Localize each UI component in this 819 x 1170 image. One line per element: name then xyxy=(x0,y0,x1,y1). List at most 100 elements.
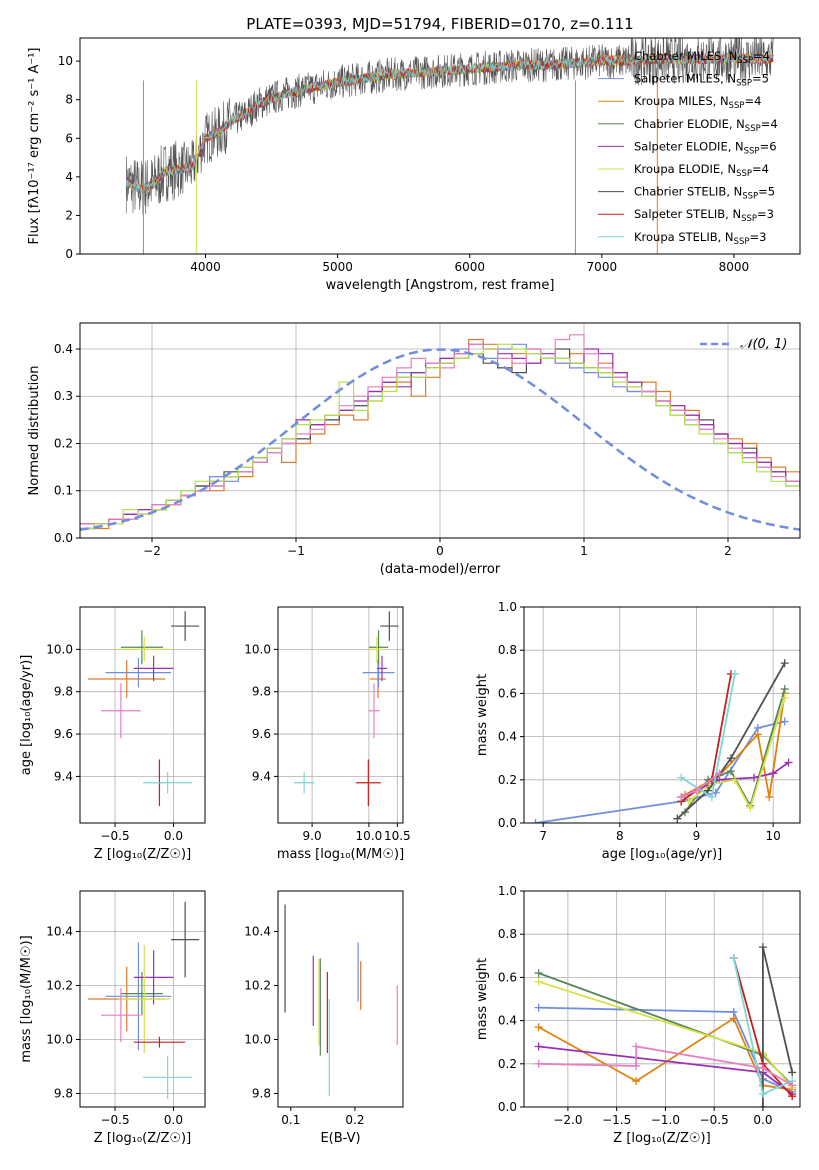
weight-marker xyxy=(780,717,789,726)
x-axis-label: Z [log₁₀(Z/Z☉)] xyxy=(94,847,191,862)
weight-marker xyxy=(769,769,778,778)
legend-subscript: SSP xyxy=(745,124,761,134)
y-tick-label: 10 xyxy=(58,54,73,68)
x-tick-label: −0.5 xyxy=(100,1113,129,1127)
plot-area xyxy=(125,38,774,254)
weight-marker xyxy=(632,1077,641,1086)
weight-marker xyxy=(715,769,724,778)
chart-age-vs-Z: −0.5 0.0 9.4 9.6 9.8 10.0 Z [log₁₀(Z/Z☉)] age [… xyxy=(19,606,206,862)
legend-subscript: SSP xyxy=(737,56,753,66)
y-tick-label: 6 xyxy=(65,131,73,145)
y-tick-label: 10.2 xyxy=(244,979,271,993)
x-tick-label: −0.5 xyxy=(100,829,129,843)
axes-frame xyxy=(79,37,801,255)
axes-frame xyxy=(79,606,206,824)
x-tick-label: 4000 xyxy=(190,260,221,274)
y-tick-label: 10.4 xyxy=(46,925,73,939)
y-tick-label: 9.4 xyxy=(54,769,73,783)
weight-marker xyxy=(534,977,543,986)
y-tick-label: 0.1 xyxy=(54,484,73,498)
y-tick-label: 1.0 xyxy=(498,600,517,614)
plot-area xyxy=(534,943,797,1107)
weight-marker xyxy=(692,786,701,795)
chart-mass-vs-Z: −0.5 0.0 9.8 10.0 10.2 10.4 Z [log₁₀(Z/Z☉)] mas… xyxy=(19,890,206,1146)
histogram-step xyxy=(80,348,800,530)
legend-subscript: SSP xyxy=(736,79,752,89)
x-tick-label: 10 xyxy=(766,829,781,843)
y-axis-label: mass weight xyxy=(475,674,490,756)
weight-marker xyxy=(534,1023,543,1032)
y-tick-label: 0.4 xyxy=(498,730,517,744)
x-tick-label: 7 xyxy=(539,829,547,843)
y-tick-label: 10.0 xyxy=(46,642,73,656)
x-tick-label: 0.0 xyxy=(164,1113,183,1127)
y-tick-label: 9.6 xyxy=(252,727,271,741)
y-tick-label: 10.0 xyxy=(46,1033,73,1047)
x-axis-label: Z [log₁₀(Z/Z☉)] xyxy=(613,1131,710,1146)
chart-mass-weight-vs-age: 7 8 9 10 0.0 0.2 0.4 0.6 0.8 1.0 age [log₁₀(age/yr… xyxy=(475,600,801,862)
plot-area xyxy=(88,901,200,1099)
weight-marker xyxy=(758,1103,767,1107)
axes-frame xyxy=(277,606,404,824)
x-tick-label: −1 xyxy=(287,544,305,558)
x-tick-label: 10.0 xyxy=(356,829,383,843)
y-tick-label: 0 xyxy=(65,247,73,261)
x-tick-label: 8000 xyxy=(719,260,750,274)
axes-frame xyxy=(523,606,801,824)
y-tick-label: 1.0 xyxy=(498,884,517,898)
weight-marker xyxy=(758,1090,767,1099)
x-tick-label: −2.0 xyxy=(553,1113,582,1127)
legend-subscript: SSP xyxy=(741,214,757,224)
plot-area xyxy=(293,611,399,807)
weight-marker xyxy=(753,730,762,739)
y-tick-label: 0.0 xyxy=(498,816,517,830)
weight-marker xyxy=(788,1081,797,1090)
x-tick-label: −0.5 xyxy=(700,1113,729,1127)
y-tick-label: 0.8 xyxy=(498,927,517,941)
weight-marker xyxy=(632,1042,641,1051)
x-tick-label: −1.0 xyxy=(651,1113,680,1127)
y-tick-label: 0.6 xyxy=(498,686,517,700)
weight-marker xyxy=(788,1068,797,1077)
axes-frame xyxy=(79,890,206,1108)
y-tick-label: 10.2 xyxy=(46,979,73,993)
weight-marker xyxy=(534,1059,543,1068)
weight-marker xyxy=(765,793,774,802)
legend-nssp: =5 xyxy=(758,185,775,199)
legend-label: Salpeter STELIB, NSSP=3 xyxy=(634,207,774,224)
y-tick-label: 10.0 xyxy=(244,1033,271,1047)
y-tick-label: 0.4 xyxy=(498,1014,517,1028)
y-tick-label: 0.0 xyxy=(54,531,73,545)
legend-label: Salpeter MILES, NSSP=5 xyxy=(634,72,769,89)
weight-marker xyxy=(758,1064,767,1073)
weight-line xyxy=(538,1006,793,1093)
y-tick-label: 0.4 xyxy=(54,342,73,356)
x-axis-label: Z [log₁₀(Z/Z☉)] xyxy=(94,1131,191,1146)
x-tick-label: 0.0 xyxy=(164,829,183,843)
x-axis-label: age [log₁₀(age/yr)] xyxy=(602,847,723,862)
plot-area xyxy=(284,904,398,1097)
weight-marker xyxy=(531,819,540,823)
y-tick-label: 9.8 xyxy=(54,1087,73,1101)
weight-marker xyxy=(707,793,716,802)
y-tick-label: 9.4 xyxy=(252,769,271,783)
x-tick-label: 5000 xyxy=(322,260,353,274)
weight-marker xyxy=(750,773,758,782)
x-tick-label: 10.5 xyxy=(384,829,411,843)
weight-marker xyxy=(780,659,789,668)
weight-marker xyxy=(729,953,738,962)
y-tick-label: 4 xyxy=(65,170,73,184)
normal-curve xyxy=(80,348,800,531)
weight-marker xyxy=(746,803,755,812)
y-tick-label: 0.8 xyxy=(498,643,517,657)
y-tick-label: 0.6 xyxy=(498,970,517,984)
legend-subscript: SSP xyxy=(736,169,752,179)
x-tick-label: 0.1 xyxy=(281,1113,300,1127)
chart-mass-vs-ebv: 0.1 0.2 9.8 10.0 10.2 10.4 E(B-V) xyxy=(244,890,404,1146)
y-tick-label: 0.2 xyxy=(54,436,73,450)
legend-label: Kroupa STELIB, NSSP=3 xyxy=(634,230,766,247)
weight-marker xyxy=(632,1061,641,1070)
x-axis-label: wavelength [Angstrom, rest frame] xyxy=(326,278,555,293)
legend-label: 𝒩(0, 1) xyxy=(740,337,787,352)
y-tick-label: 9.8 xyxy=(252,685,271,699)
